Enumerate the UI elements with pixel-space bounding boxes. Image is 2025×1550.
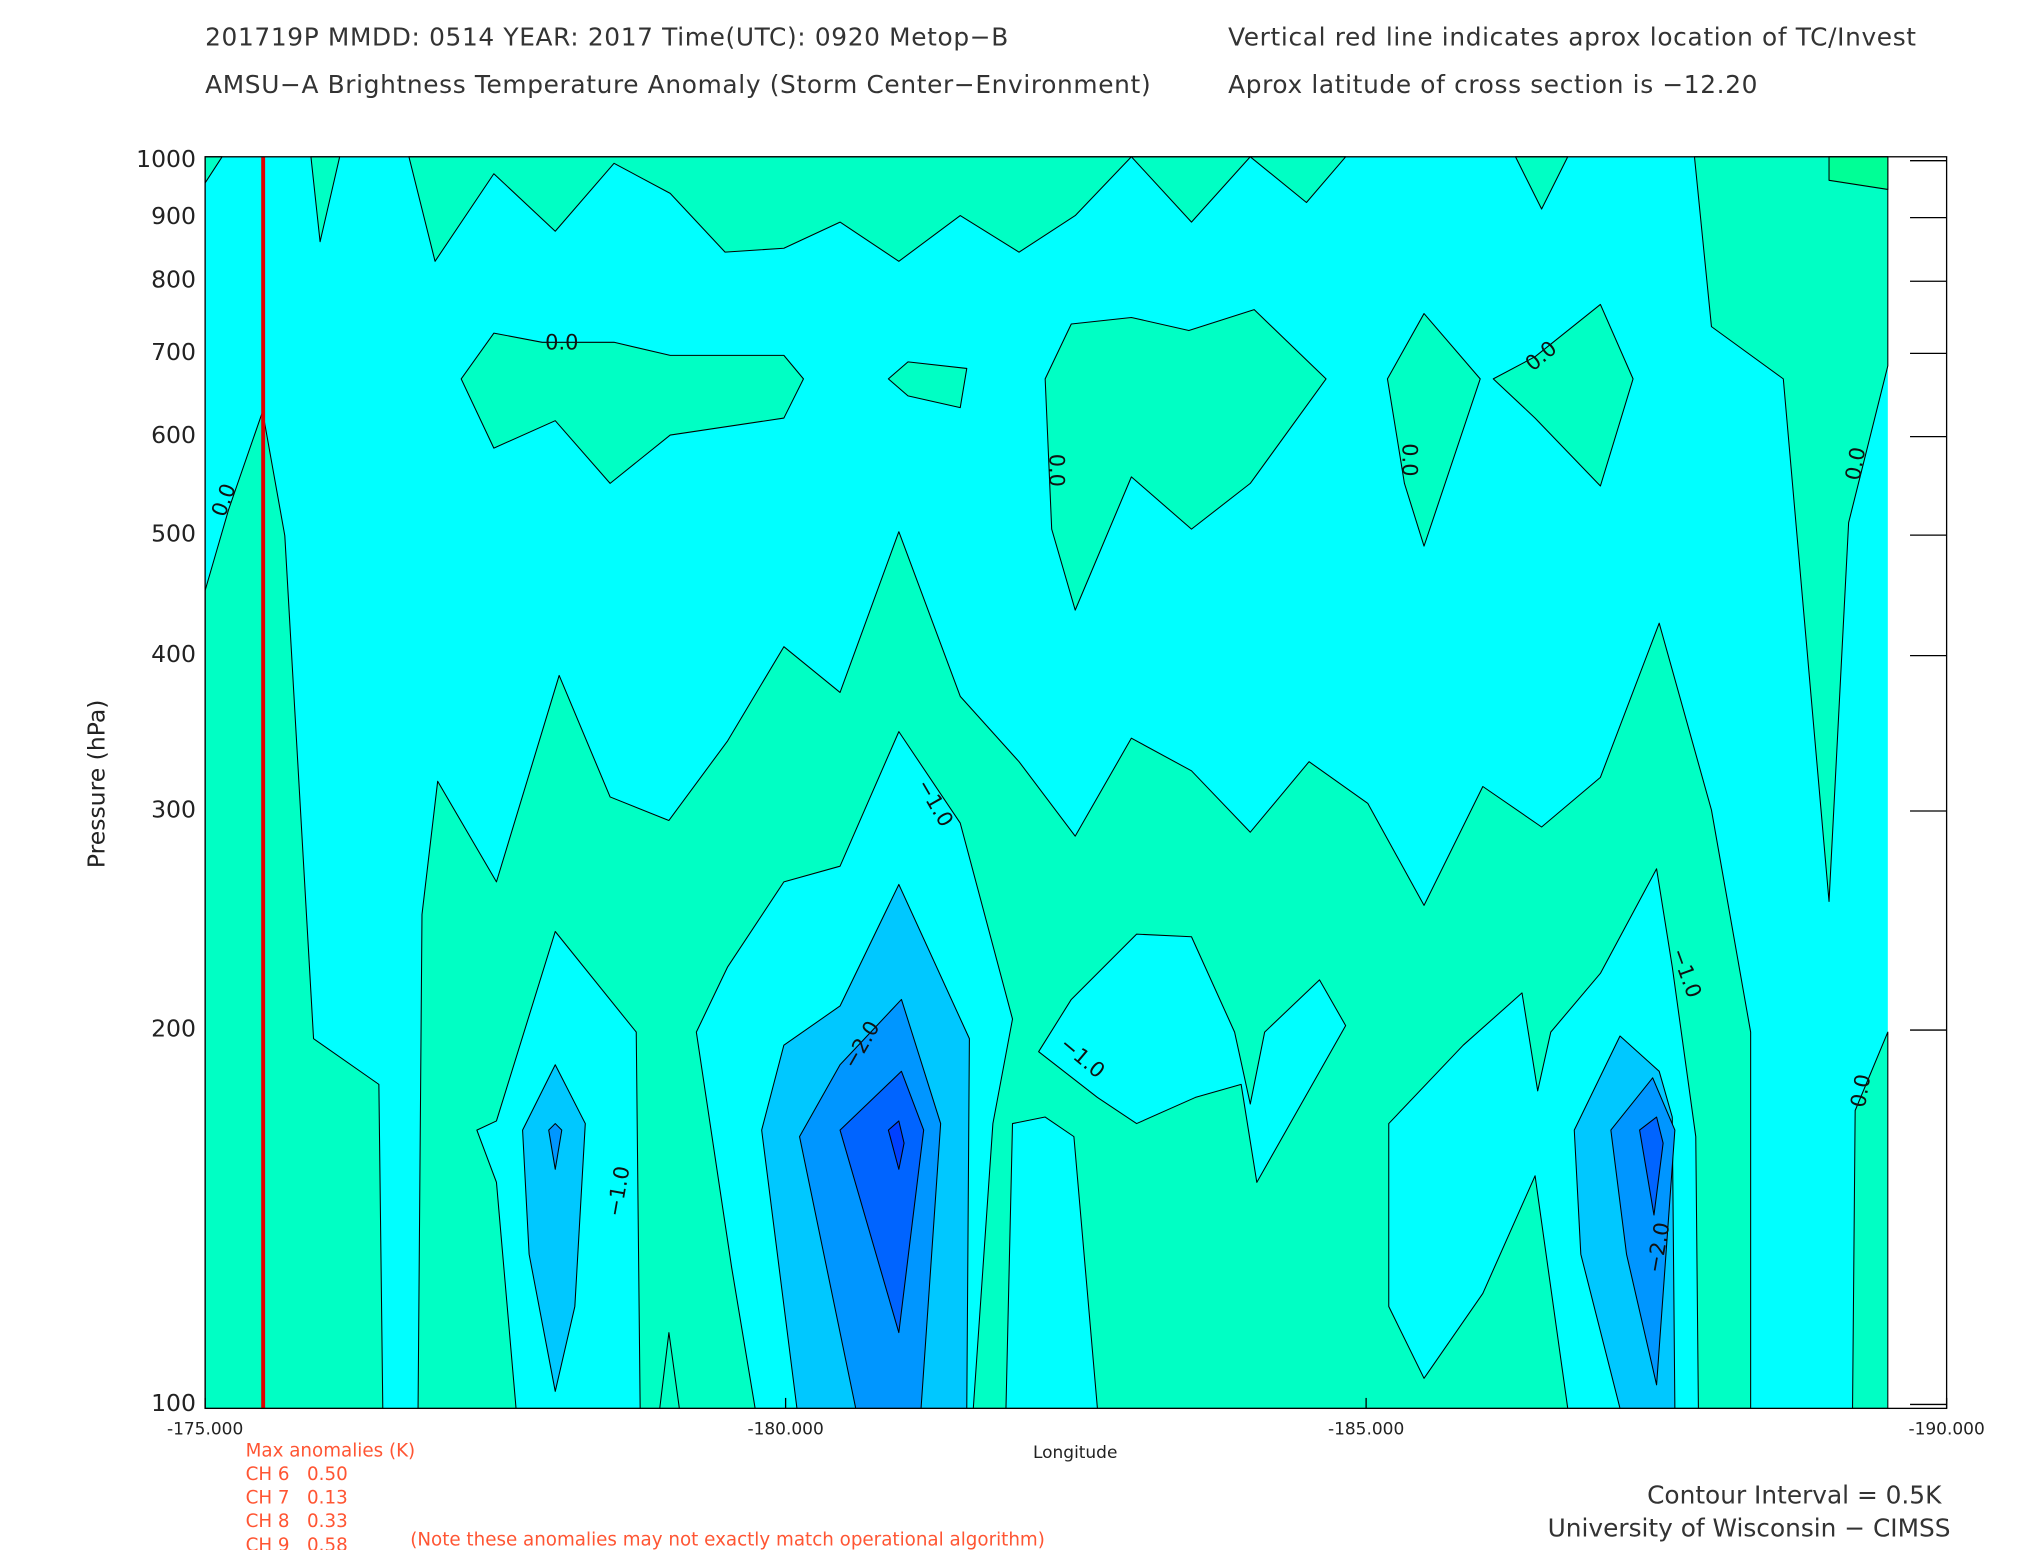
- contour-region: [1492, 303, 1634, 487]
- contour-label: 0.0: [1397, 443, 1421, 476]
- footer-line: Contour Interval = 0.5K: [1647, 1481, 1942, 1510]
- contour-region: [1639, 1116, 1664, 1216]
- anomaly-note: (Note these anomalies may not exactly ma…: [410, 1530, 1045, 1550]
- header-line: Vertical red line indicates aprox locati…: [1228, 23, 1917, 52]
- y-tick-label: 100: [151, 1389, 196, 1417]
- y-tick-label: 800: [151, 266, 196, 294]
- max-anomalies-title: Max anomalies (K): [246, 1441, 416, 1462]
- contour-region: [1038, 933, 1347, 1183]
- y-tick-label: 200: [151, 1015, 196, 1043]
- anomaly-channel: CH 9: [246, 1535, 290, 1550]
- y-tick-label: 400: [151, 640, 196, 668]
- contour-region: [1005, 1116, 1098, 1409]
- x-tick-label: -175.000: [167, 1419, 243, 1439]
- anomaly-value: 0.58: [307, 1535, 348, 1550]
- contour-label: 0.0: [545, 331, 578, 355]
- x-axis-label: Longitude: [1033, 1443, 1117, 1463]
- contour-region: [887, 1120, 905, 1170]
- contour-label: 0.0: [1846, 1072, 1875, 1109]
- header-line: Aprox latitude of cross section is −12.2…: [1228, 70, 1758, 99]
- contour-region: [1693, 156, 1889, 902]
- y-tick-label: 500: [151, 520, 196, 548]
- contour-label: 0.0: [1841, 445, 1870, 482]
- anomaly-channel: CH 7: [246, 1488, 290, 1509]
- x-tick-label: -190.000: [1908, 1419, 1984, 1439]
- header-line: AMSU−A Brightness Temperature Anomaly (S…: [205, 70, 1151, 99]
- y-tick-label: 1000: [136, 145, 196, 173]
- header-line: 201719P MMDD: 0514 YEAR: 2017 Time(UTC):…: [205, 23, 1009, 52]
- anomaly-value: 0.50: [307, 1464, 348, 1485]
- y-tick-label: 300: [151, 796, 196, 824]
- x-tick-label: -185.000: [1328, 1419, 1404, 1439]
- anomaly-channel: CH 6: [246, 1464, 290, 1485]
- y-tick-label: 900: [151, 202, 196, 230]
- plot-area: 0.00.00.0 0.00.00.00.0−1.0−1.0−1.0−1.0−2.…: [136, 145, 1985, 1550]
- y-axis-label: Pressure (hPa): [83, 700, 111, 869]
- contour-region: [1386, 313, 1481, 547]
- y-tick-label: 700: [151, 338, 196, 366]
- contour-region: [408, 156, 1132, 262]
- contour-region: [460, 332, 804, 484]
- contour-region: [522, 1064, 586, 1392]
- x-tick-label: -180.000: [747, 1419, 823, 1439]
- y-tick-label: 600: [151, 421, 196, 449]
- footer-line: University of Wisconsin − CIMSS: [1548, 1513, 1951, 1542]
- plot-frame: [204, 156, 1948, 1410]
- contour-region: [887, 361, 968, 409]
- contour-region: [548, 1123, 563, 1170]
- contour-label: 0.0: [1045, 454, 1069, 487]
- anomaly-value: 0.33: [307, 1511, 348, 1532]
- contour-region: [1044, 309, 1327, 611]
- anomaly-value: 0.13: [307, 1488, 348, 1509]
- anomaly-channel: CH 8: [246, 1511, 290, 1532]
